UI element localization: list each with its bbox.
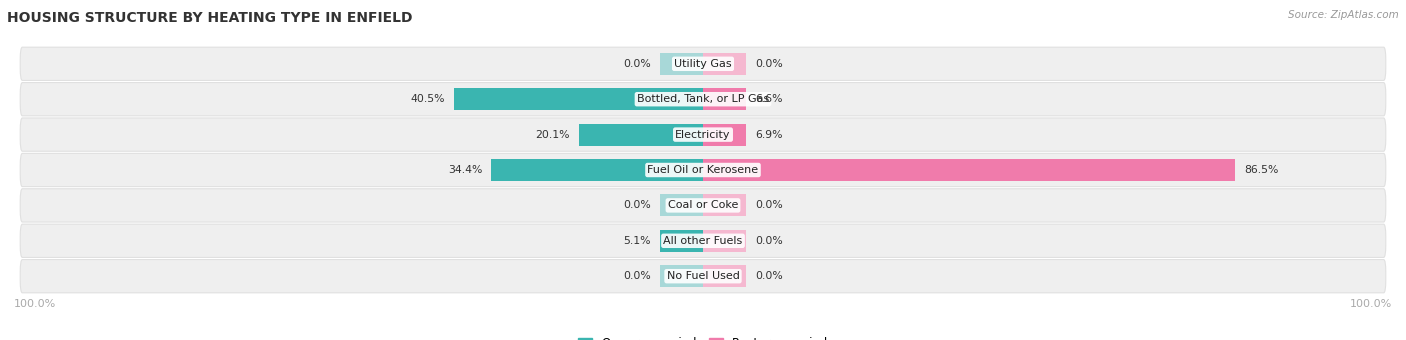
Bar <box>703 53 747 75</box>
Text: 0.0%: 0.0% <box>755 236 783 246</box>
Text: 0.0%: 0.0% <box>623 59 651 69</box>
Text: No Fuel Used: No Fuel Used <box>666 271 740 281</box>
Text: Source: ZipAtlas.com: Source: ZipAtlas.com <box>1288 10 1399 20</box>
Text: Bottled, Tank, or LP Gas: Bottled, Tank, or LP Gas <box>637 94 769 104</box>
Bar <box>703 159 1234 181</box>
FancyBboxPatch shape <box>20 118 1386 151</box>
Text: 20.1%: 20.1% <box>536 130 571 140</box>
Bar <box>703 230 747 252</box>
Bar <box>579 124 703 146</box>
FancyBboxPatch shape <box>20 153 1386 187</box>
FancyBboxPatch shape <box>20 189 1386 222</box>
Text: 34.4%: 34.4% <box>447 165 482 175</box>
Bar <box>659 230 703 252</box>
Text: Utility Gas: Utility Gas <box>675 59 731 69</box>
Bar <box>492 159 703 181</box>
FancyBboxPatch shape <box>20 83 1386 116</box>
Text: 0.0%: 0.0% <box>755 200 783 210</box>
Text: 6.9%: 6.9% <box>755 130 783 140</box>
FancyBboxPatch shape <box>20 224 1386 257</box>
Bar <box>659 53 703 75</box>
FancyBboxPatch shape <box>20 47 1386 81</box>
Text: HOUSING STRUCTURE BY HEATING TYPE IN ENFIELD: HOUSING STRUCTURE BY HEATING TYPE IN ENF… <box>7 11 413 25</box>
Text: 86.5%: 86.5% <box>1244 165 1278 175</box>
Bar <box>703 265 747 287</box>
Text: 0.0%: 0.0% <box>755 59 783 69</box>
Text: 5.1%: 5.1% <box>623 236 651 246</box>
FancyBboxPatch shape <box>20 259 1386 293</box>
Text: 100.0%: 100.0% <box>14 299 56 309</box>
Text: 100.0%: 100.0% <box>1350 299 1392 309</box>
Bar <box>659 265 703 287</box>
Text: Coal or Coke: Coal or Coke <box>668 200 738 210</box>
Bar <box>703 88 747 110</box>
Bar <box>659 194 703 216</box>
Text: All other Fuels: All other Fuels <box>664 236 742 246</box>
Bar <box>454 88 703 110</box>
Text: 0.0%: 0.0% <box>623 271 651 281</box>
Bar <box>703 194 747 216</box>
Text: 0.0%: 0.0% <box>755 271 783 281</box>
Bar <box>703 124 747 146</box>
Text: Fuel Oil or Kerosene: Fuel Oil or Kerosene <box>647 165 759 175</box>
Legend: Owner-occupied, Renter-occupied: Owner-occupied, Renter-occupied <box>578 337 828 340</box>
Text: Electricity: Electricity <box>675 130 731 140</box>
Text: 6.6%: 6.6% <box>755 94 783 104</box>
Text: 40.5%: 40.5% <box>411 94 444 104</box>
Text: 0.0%: 0.0% <box>623 200 651 210</box>
